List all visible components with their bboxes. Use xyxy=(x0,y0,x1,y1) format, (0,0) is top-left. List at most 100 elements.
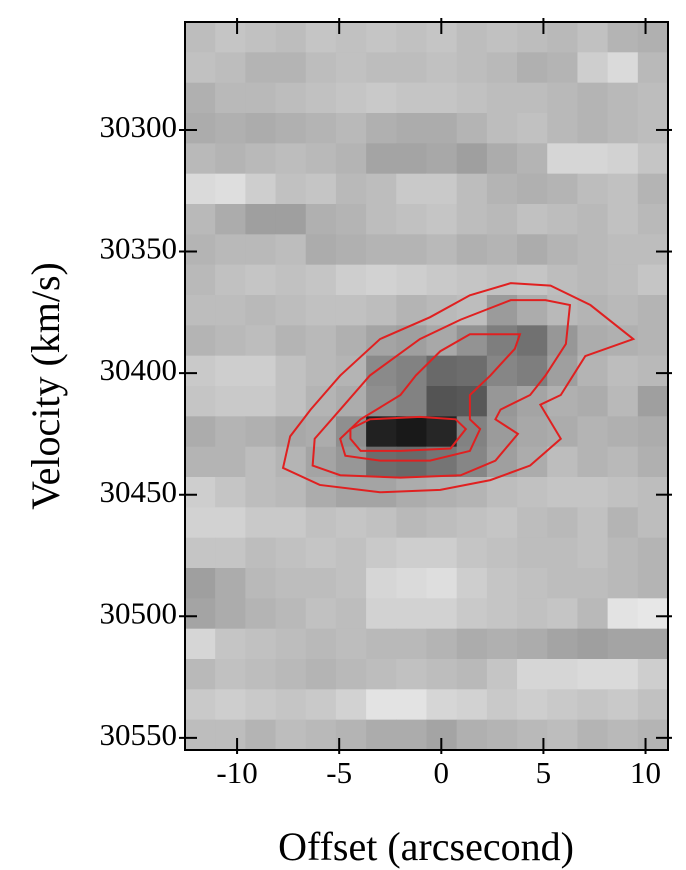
heatmap-cell xyxy=(275,325,307,357)
heatmap-cell xyxy=(486,568,518,599)
heatmap-cell xyxy=(215,52,246,84)
heatmap-cell xyxy=(577,295,609,326)
heatmap-cell xyxy=(486,477,518,508)
heatmap-cell xyxy=(335,355,367,387)
heatmap-cell xyxy=(547,416,578,448)
heatmap-cell xyxy=(275,264,307,296)
heatmap-cell xyxy=(215,22,246,53)
heatmap-cell xyxy=(245,689,277,721)
heatmap-cell xyxy=(366,416,397,448)
heatmap-cell xyxy=(577,173,609,205)
heatmap-cell xyxy=(456,507,488,539)
heatmap-cell xyxy=(456,113,488,144)
heatmap-cell xyxy=(637,143,669,175)
heatmap-cell xyxy=(517,598,548,630)
heatmap-cell xyxy=(245,386,277,417)
heatmap-cell xyxy=(275,598,307,630)
heatmap-cell xyxy=(456,446,488,478)
heatmap-cell xyxy=(335,264,367,296)
heatmap-cell xyxy=(607,477,639,508)
heatmap-cell xyxy=(607,355,639,387)
heatmap-cell xyxy=(245,325,277,357)
heatmap-cell xyxy=(185,173,216,205)
heatmap-cell xyxy=(396,143,427,175)
heatmap-cell xyxy=(607,234,639,266)
heatmap-cell xyxy=(366,689,397,721)
heatmap-cell xyxy=(637,386,669,417)
heatmap-cell xyxy=(245,507,277,539)
heatmap-cell xyxy=(517,568,548,599)
heatmap-cell xyxy=(426,507,458,539)
heatmap-cell xyxy=(396,386,427,417)
heatmap-cell xyxy=(607,264,639,296)
heatmap-cell xyxy=(366,628,397,660)
heatmap-cell xyxy=(426,568,458,599)
heatmap-cell xyxy=(607,507,639,539)
heatmap-cell xyxy=(577,22,609,53)
heatmap-cell xyxy=(577,416,609,448)
heatmap-cell xyxy=(245,568,277,599)
heatmap-cell xyxy=(305,355,337,387)
heatmap-cell xyxy=(185,355,216,387)
heatmap-cell xyxy=(456,355,488,387)
heatmap-cell xyxy=(305,477,337,508)
heatmap-cell xyxy=(396,173,427,205)
heatmap-cell xyxy=(426,325,458,357)
heatmap-cell xyxy=(305,628,337,660)
heatmap-cell xyxy=(305,719,337,751)
heatmap-cell xyxy=(366,143,397,175)
heatmap-cell xyxy=(486,659,518,690)
heatmap-cell xyxy=(547,446,578,478)
heatmap-cell xyxy=(486,355,518,387)
heatmap-cell xyxy=(607,386,639,417)
heatmap-cell xyxy=(396,659,427,690)
heatmap-cell xyxy=(185,234,216,266)
heatmap-cell xyxy=(607,173,639,205)
heatmap-cell xyxy=(637,628,669,660)
heatmap-cell xyxy=(486,52,518,84)
y-tick-label: 30350 xyxy=(100,231,178,266)
heatmap-cell xyxy=(607,568,639,599)
heatmap-cell xyxy=(185,22,216,53)
heatmap-cell xyxy=(486,113,518,144)
heatmap-cell xyxy=(547,295,578,326)
heatmap-cell xyxy=(396,52,427,84)
heatmap-cell xyxy=(215,204,246,235)
heatmap-cell xyxy=(547,628,578,660)
y-tick-label: 30400 xyxy=(100,352,178,387)
heatmap-cell xyxy=(486,537,518,569)
heatmap-cell xyxy=(456,386,488,417)
heatmap-cell xyxy=(637,204,669,235)
heatmap-cell xyxy=(607,52,639,84)
heatmap-cell xyxy=(577,234,609,266)
heatmap-cell xyxy=(426,82,458,114)
heatmap-cell xyxy=(305,598,337,630)
heatmap-cell xyxy=(366,507,397,539)
heatmap-cell xyxy=(456,659,488,690)
heatmap-cell xyxy=(486,507,518,539)
heatmap-cell xyxy=(577,325,609,357)
y-tick-label: 30500 xyxy=(100,595,178,630)
heatmap-cell xyxy=(185,204,216,235)
heatmap-cell xyxy=(517,628,548,660)
heatmap-cell xyxy=(426,173,458,205)
heatmap-cell xyxy=(486,416,518,448)
heatmap-cell xyxy=(637,659,669,690)
heatmap-cell xyxy=(275,113,307,144)
heatmap-cell xyxy=(426,477,458,508)
heatmap-cell xyxy=(577,689,609,721)
heatmap-cell xyxy=(607,598,639,630)
heatmap-cell xyxy=(396,628,427,660)
heatmap-cell xyxy=(335,507,367,539)
heatmap-cell xyxy=(305,507,337,539)
heatmap-cell xyxy=(637,82,669,114)
heatmap-cell xyxy=(335,234,367,266)
heatmap-cell xyxy=(275,628,307,660)
heatmap-cell xyxy=(335,295,367,326)
heatmap-cell xyxy=(547,537,578,569)
heatmap-cell xyxy=(637,537,669,569)
heatmap-cell xyxy=(396,264,427,296)
heatmap-cell xyxy=(275,386,307,417)
heatmap-cell xyxy=(185,477,216,508)
